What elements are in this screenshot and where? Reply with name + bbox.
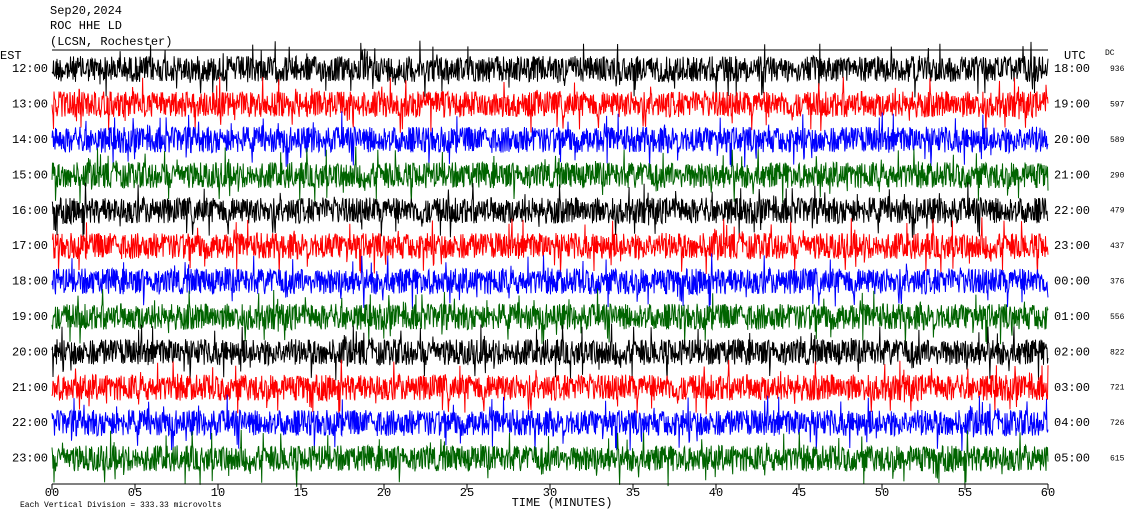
x-tick-label: 40 <box>709 486 723 500</box>
seismic-trace <box>51 146 1049 204</box>
x-tick-label: 50 <box>875 486 889 500</box>
est-label: 17:00 <box>12 239 48 253</box>
utc-label: 21:00 <box>1054 168 1090 182</box>
x-tick-label: 05 <box>128 486 142 500</box>
est-label: 15:00 <box>12 168 48 182</box>
seismic-trace <box>51 429 1049 487</box>
seismic-trace <box>51 111 1049 169</box>
dc-value: 721 <box>1110 384 1125 393</box>
est-label: 12:00 <box>12 62 48 76</box>
est-label: 19:00 <box>12 310 48 324</box>
seismic-trace <box>51 323 1049 381</box>
seismic-trace <box>51 76 1049 133</box>
dc-value: 589 <box>1110 136 1125 145</box>
utc-label: 02:00 <box>1054 345 1090 359</box>
dc-value: 437 <box>1110 242 1125 251</box>
est-label: 20:00 <box>12 345 48 359</box>
utc-label: 18:00 <box>1054 62 1090 76</box>
est-label: 14:00 <box>12 133 48 147</box>
utc-label: 00:00 <box>1054 275 1090 289</box>
x-tick-label: 10 <box>211 486 225 500</box>
est-label: 16:00 <box>12 204 48 218</box>
right-axis-label: UTC <box>1064 49 1086 63</box>
x-tick-label: 00 <box>45 486 59 500</box>
footer: Each Vertical Division = 333.33 microvol… <box>20 501 222 510</box>
dc-value: 597 <box>1110 101 1125 110</box>
left-axis-label: EST <box>0 49 22 63</box>
est-label: 23:00 <box>12 452 48 466</box>
x-tick-label: 55 <box>958 486 972 500</box>
utc-label: 01:00 <box>1054 310 1090 324</box>
utc-label: 05:00 <box>1054 452 1090 466</box>
seismic-trace <box>51 359 1049 415</box>
x-tick-label: 60 <box>1041 486 1055 500</box>
seismic-trace <box>51 394 1049 452</box>
x-tick-label: 35 <box>626 486 640 500</box>
traces <box>51 40 1049 487</box>
dc-value: 290 <box>1110 171 1125 180</box>
est-label: 13:00 <box>12 98 48 112</box>
dc-label: DC <box>1105 49 1115 58</box>
seismic-trace <box>51 40 1049 98</box>
seismic-trace <box>51 288 1049 346</box>
dc-value: 615 <box>1110 455 1125 464</box>
est-label: 21:00 <box>12 381 48 395</box>
x-tick-label: 45 <box>792 486 806 500</box>
x-tick-label: 25 <box>460 486 474 500</box>
dc-value: 726 <box>1110 419 1125 428</box>
title-line: ROC HHE LD <box>50 19 122 33</box>
x-tick-label: 20 <box>377 486 391 500</box>
dc-value: 376 <box>1110 278 1125 287</box>
utc-label: 04:00 <box>1054 416 1090 430</box>
x-axis-label: TIME (MINUTES) <box>512 496 613 510</box>
utc-label: 22:00 <box>1054 204 1090 218</box>
seismic-trace <box>51 253 1049 310</box>
est-label: 18:00 <box>12 275 48 289</box>
seismic-trace <box>52 217 1049 275</box>
utc-label: 23:00 <box>1054 239 1090 253</box>
seismic-trace <box>51 182 1049 238</box>
x-tick-label: 15 <box>294 486 308 500</box>
title-line: Sep20,2024 <box>50 4 122 18</box>
x-tick-label: 30 <box>543 486 557 500</box>
title-line: (LCSN, Rochester) <box>50 35 172 49</box>
dc-value: 822 <box>1110 348 1125 357</box>
utc-label: 20:00 <box>1054 133 1090 147</box>
est-label: 22:00 <box>12 416 48 430</box>
dc-value: 556 <box>1110 313 1125 322</box>
dc-value: 936 <box>1110 65 1125 74</box>
utc-label: 19:00 <box>1054 98 1090 112</box>
utc-label: 03:00 <box>1054 381 1090 395</box>
dc-value: 479 <box>1110 207 1125 216</box>
